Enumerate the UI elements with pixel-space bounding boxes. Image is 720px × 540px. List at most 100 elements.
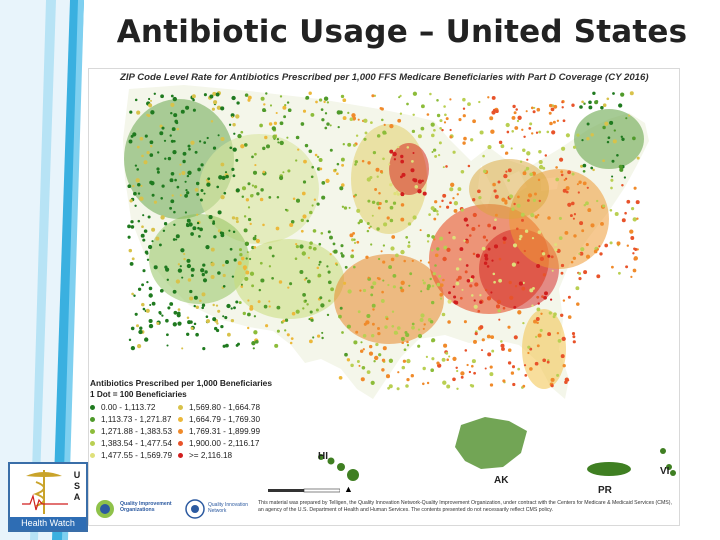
density-dot <box>456 278 459 282</box>
density-dot <box>422 191 427 196</box>
density-dot <box>225 260 229 264</box>
legend-dot-icon <box>90 429 95 434</box>
density-dot <box>356 240 360 244</box>
density-dot <box>439 119 443 123</box>
density-dot <box>365 255 369 259</box>
density-dot <box>132 184 135 188</box>
density-dot <box>547 216 551 220</box>
density-dot <box>295 243 298 246</box>
density-dot <box>581 139 584 142</box>
density-dot <box>173 139 176 143</box>
density-dot <box>618 164 623 169</box>
density-dot <box>290 337 294 340</box>
density-dot <box>217 210 222 215</box>
density-dot <box>494 213 498 217</box>
density-dot <box>590 133 594 137</box>
density-dot <box>150 181 155 186</box>
density-dot <box>549 121 553 126</box>
density-dot <box>522 171 527 176</box>
density-dot <box>161 126 165 130</box>
density-dot <box>249 306 254 311</box>
density-dot <box>490 129 495 134</box>
density-dot <box>498 278 502 283</box>
density-dot <box>626 244 629 247</box>
density-dot <box>222 263 225 267</box>
density-dot <box>572 335 576 339</box>
density-dot <box>335 263 338 266</box>
density-dot <box>493 189 497 193</box>
density-dot <box>217 271 221 275</box>
density-dot <box>231 167 235 171</box>
density-dot <box>158 243 162 247</box>
density-dot <box>300 218 304 222</box>
density-dot <box>580 247 585 252</box>
density-dot <box>571 103 575 107</box>
density-dot <box>389 123 394 129</box>
density-dot <box>312 246 317 251</box>
density-dot <box>264 109 267 112</box>
density-dot <box>159 312 162 315</box>
density-dot <box>163 139 167 142</box>
density-dot <box>537 178 541 182</box>
density-dot <box>224 171 228 174</box>
density-dot <box>187 170 192 175</box>
density-dot <box>434 253 439 258</box>
density-dot <box>592 91 596 95</box>
density-dot <box>138 329 143 335</box>
density-dot <box>184 211 187 214</box>
density-dot <box>229 247 233 251</box>
density-dot <box>436 213 439 216</box>
density-dot <box>478 195 482 200</box>
density-dot <box>384 325 388 329</box>
density-dot <box>282 171 285 174</box>
density-dot <box>215 92 220 97</box>
density-dot <box>522 384 526 388</box>
density-dot <box>556 119 560 122</box>
density-dot <box>231 116 234 119</box>
density-dot <box>221 175 226 180</box>
density-dot <box>575 286 580 291</box>
density-dot <box>170 171 175 176</box>
density-dot <box>455 366 458 370</box>
legend-range-label: 0.00 - 1,113.72 <box>101 403 156 412</box>
density-dot <box>405 384 409 388</box>
density-dot <box>336 162 340 166</box>
region-mountain <box>199 134 319 244</box>
density-dot <box>522 148 526 152</box>
density-dot <box>274 343 279 348</box>
density-dot <box>598 245 601 248</box>
density-dot <box>393 191 397 196</box>
density-dot <box>278 280 283 284</box>
density-dot <box>197 167 201 172</box>
density-dot <box>230 318 235 323</box>
density-dot <box>376 175 379 178</box>
density-dot <box>569 214 573 218</box>
density-dot <box>567 170 571 175</box>
density-dot <box>606 140 610 144</box>
density-dot <box>486 296 492 301</box>
density-dot <box>127 224 131 229</box>
density-dot <box>532 286 535 290</box>
density-dot <box>249 222 252 226</box>
density-dot <box>581 229 585 233</box>
density-dot <box>541 295 544 298</box>
density-dot <box>580 164 584 168</box>
density-dot <box>399 112 403 115</box>
density-dot <box>412 215 417 220</box>
density-dot <box>357 310 361 314</box>
density-dot <box>621 137 625 141</box>
density-dot <box>145 252 149 255</box>
density-dot <box>357 118 360 121</box>
density-dot <box>397 326 401 330</box>
density-dot <box>534 215 538 219</box>
density-dot <box>353 265 356 269</box>
density-dot <box>232 123 236 127</box>
legend-range-label: 1,477.55 - 1,569.79 <box>101 451 173 460</box>
density-dot <box>159 124 163 128</box>
density-dot <box>130 225 135 229</box>
density-dot <box>333 249 338 254</box>
density-dot <box>309 339 313 344</box>
density-dot <box>269 104 273 107</box>
density-dot <box>181 171 186 175</box>
density-dot <box>392 151 397 157</box>
